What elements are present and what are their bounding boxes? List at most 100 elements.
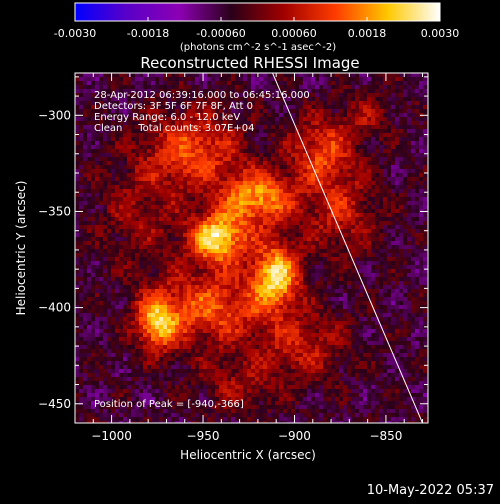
heatmap-cell [123,253,128,258]
heatmap-cell [315,133,320,138]
heatmap-cell [351,197,356,202]
heatmap-cell [239,153,244,158]
heatmap-cell [311,249,316,254]
heatmap-cell [131,289,136,294]
heatmap-cell [95,241,100,246]
heatmap-cell [211,241,216,246]
heatmap-cell [239,81,244,86]
heatmap-cell [243,257,248,262]
heatmap-cell [343,109,348,114]
heatmap-cell [123,277,128,282]
heatmap-cell [411,281,416,286]
heatmap-cell [159,161,164,166]
heatmap-cell [247,193,252,198]
heatmap-cell [323,125,328,130]
heatmap-cell [371,181,376,186]
heatmap-cell [247,209,252,214]
heatmap-cell [215,277,220,282]
heatmap-cell [415,165,420,170]
heatmap-cell [379,97,384,102]
heatmap-cell [239,217,244,222]
heatmap-cell [227,217,232,222]
heatmap-cell [339,293,344,298]
heatmap-cell [323,77,328,82]
heatmap-cell [111,201,116,206]
heatmap-cell [227,241,232,246]
heatmap-cell [87,77,92,82]
heatmap-cell [115,281,120,286]
heatmap-cell [135,261,140,266]
heatmap-cell [147,269,152,274]
heatmap-cell [175,241,180,246]
heatmap-cell [215,189,220,194]
heatmap-cell [363,157,368,162]
heatmap-cell [171,233,176,238]
heatmap-cell [163,169,168,174]
heatmap-cell [95,141,100,146]
heatmap-cell [191,237,196,242]
heatmap-cell [187,185,192,190]
heatmap-cell [151,185,156,190]
heatmap-cell [251,293,256,298]
heatmap-cell [367,145,372,150]
heatmap-cell [107,85,112,90]
heatmap-cell [251,285,256,290]
heatmap-cell [299,197,304,202]
heatmap-cell [375,253,380,258]
heatmap-cell [175,217,180,222]
heatmap-cell [303,81,308,86]
heatmap-cell [195,237,200,242]
heatmap-cell [303,129,308,134]
heatmap-cell [287,197,292,202]
heatmap-cell [251,73,256,78]
heatmap-cell [415,261,420,266]
heatmap-cell [139,261,144,266]
heatmap-cell [271,157,276,162]
heatmap-cell [155,273,160,278]
heatmap-cell [147,205,152,210]
heatmap-cell [319,129,324,134]
heatmap-cell [167,73,172,78]
heatmap-cell [199,273,204,278]
heatmap-cell [131,165,136,170]
heatmap-cell [215,221,220,226]
heatmap-cell [279,289,284,294]
heatmap-cell [387,253,392,258]
heatmap-cell [155,177,160,182]
heatmap-cell [359,257,364,262]
heatmap-cell [299,293,304,298]
heatmap-cell [123,185,128,190]
heatmap-cell [147,185,152,190]
heatmap-cell [283,201,288,206]
heatmap-cell [339,241,344,246]
heatmap-cell [415,169,420,174]
heatmap-cell [227,245,232,250]
heatmap-cell [95,273,100,278]
heatmap-cell [315,225,320,230]
heatmap-cell [79,157,84,162]
heatmap-cell [395,229,400,234]
heatmap-cell [147,169,152,174]
heatmap-cell [203,293,208,298]
heatmap-cell [415,117,420,122]
heatmap-cell [139,277,144,282]
heatmap-cell [307,117,312,122]
heatmap-cell [343,157,348,162]
heatmap-cell [295,165,300,170]
heatmap-cell [243,201,248,206]
heatmap-cell [303,185,308,190]
heatmap-cell [231,265,236,270]
heatmap-cell [83,185,88,190]
heatmap-cell [287,185,292,190]
heatmap-cell [395,241,400,246]
heatmap-cell [323,289,328,294]
heatmap-cell [319,153,324,158]
heatmap-cell [251,141,256,146]
heatmap-cell [159,293,164,298]
heatmap-cell [271,129,276,134]
heatmap-cell [167,161,172,166]
heatmap-cell [199,205,204,210]
heatmap-cell [327,153,332,158]
heatmap-cell [287,173,292,178]
heatmap-cell [419,285,424,290]
